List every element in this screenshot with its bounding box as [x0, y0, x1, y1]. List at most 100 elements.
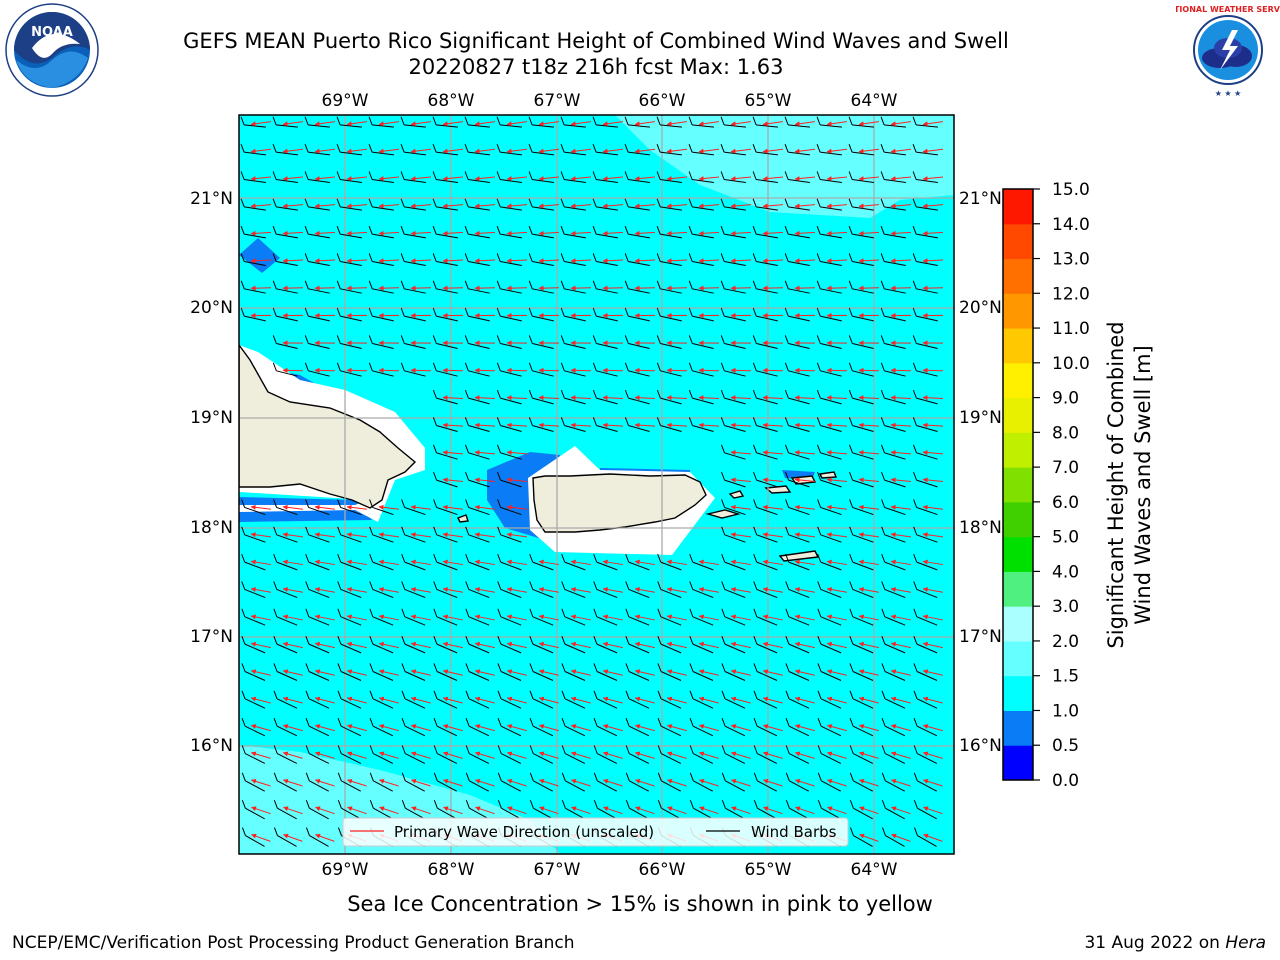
- wave-direction-arrow: [410, 696, 431, 704]
- wind-barb-flag: [400, 225, 405, 235]
- wind-barb-flag: [753, 553, 758, 563]
- wind-barb-flag: [528, 225, 533, 235]
- wave-direction-arrow: [730, 395, 752, 401]
- wave-direction-arrow: [538, 587, 559, 593]
- wind-barb-flag: [432, 116, 437, 126]
- wind-barb-flag: [753, 663, 758, 672]
- wind-barb-flag: [561, 690, 566, 700]
- wind-barb-flag: [337, 526, 342, 535]
- wind-barb: [564, 698, 586, 709]
- wind-barb-flag: [528, 171, 533, 180]
- wave-direction-arrow: [730, 121, 751, 127]
- wind-barb-flag: [657, 800, 662, 809]
- wind-barb: [276, 671, 298, 681]
- wind-barb-flag: [241, 635, 246, 645]
- wind-barb: [821, 780, 841, 792]
- wind-barb: [852, 397, 874, 405]
- wave-direction-arrow: [442, 258, 464, 264]
- wind-barb-flag: [400, 116, 405, 126]
- wave-direction-arrow: [602, 258, 624, 264]
- wind-barb-flag: [784, 335, 789, 344]
- wind-barb: [596, 424, 618, 433]
- wind-barb-flag: [785, 717, 790, 727]
- wind-barb-flag: [912, 280, 917, 289]
- wind-barb: [660, 725, 682, 737]
- wave-direction-arrow: [890, 696, 911, 704]
- wind-barb-flag: [848, 417, 853, 426]
- wind-barb: [468, 370, 490, 377]
- wind-barb-flag: [433, 690, 438, 700]
- wind-barb-flag: [817, 553, 822, 563]
- wind-barb: [500, 671, 522, 681]
- wind-barb-flag: [752, 307, 757, 317]
- wave-direction-arrow: [410, 532, 431, 538]
- wave-direction-arrow: [539, 806, 559, 815]
- wind-barb-flag: [560, 144, 565, 153]
- wind-barb: [564, 342, 586, 350]
- wind-barb-flag: [560, 335, 565, 344]
- wave-direction-arrow: [634, 641, 655, 649]
- wave-direction-arrow: [922, 614, 943, 621]
- wave-direction-arrow: [251, 833, 271, 842]
- wind-barb-flag: [497, 471, 501, 481]
- wind-barb: [724, 233, 746, 239]
- wave-direction-arrow: [666, 203, 688, 209]
- wind-barb-flag: [368, 171, 373, 180]
- wind-barb-flag: [625, 635, 630, 645]
- wave-direction-arrow: [890, 559, 911, 566]
- wave-direction-arrow: [890, 724, 911, 732]
- wave-direction-arrow: [826, 724, 847, 732]
- wind-barb-flag: [784, 280, 789, 289]
- wave-direction-arrow: [538, 367, 560, 373]
- wind-barb-flag: [625, 800, 630, 809]
- wind-barb-flag: [624, 225, 629, 235]
- wave-direction-arrow: [634, 203, 656, 209]
- wind-barb-flag: [913, 745, 918, 754]
- wave-direction-arrow: [890, 751, 911, 759]
- wind-barb-flag: [400, 253, 405, 262]
- wave-direction-arrow: [634, 751, 655, 759]
- wind-barb: [884, 397, 906, 405]
- wind-barb: [276, 753, 298, 764]
- wind-barb-flag: [817, 499, 822, 508]
- wind-barb: [788, 479, 810, 488]
- wind-barb-flag: [465, 553, 470, 563]
- wave-direction-arrow: [442, 778, 463, 787]
- wind-barb-flag: [273, 499, 278, 508]
- wind-barb: [597, 780, 617, 792]
- wind-barb: [788, 315, 810, 322]
- wind-barb-flag: [337, 499, 342, 508]
- wind-barb: [340, 671, 362, 681]
- wave-direction-arrow: [634, 778, 655, 787]
- wind-barb: [788, 753, 810, 764]
- wave-direction-arrow: [506, 258, 528, 264]
- wind-barb: [276, 370, 298, 377]
- wind-barb: [692, 342, 714, 350]
- wave-direction-arrow: [890, 230, 912, 236]
- wind-barb: [884, 561, 906, 571]
- wind-barb: [564, 424, 586, 433]
- wave-direction-arrow: [506, 614, 527, 621]
- wave-direction-arrow: [442, 395, 464, 401]
- wave-direction-arrow: [282, 669, 303, 676]
- wind-barb: [820, 506, 842, 516]
- wind-barb-flag: [881, 745, 886, 754]
- wind-barb-flag: [433, 663, 438, 672]
- wave-direction-arrow: [346, 176, 367, 182]
- lon-label-bottom: 67°W: [534, 860, 581, 880]
- wind-barb-flag: [593, 553, 598, 563]
- wind-barb: [564, 643, 586, 654]
- wind-barb-flag: [496, 225, 501, 235]
- wind-barb: [596, 260, 618, 267]
- wind-barb-flag: [337, 690, 342, 700]
- wave-direction-arrow: [730, 148, 751, 154]
- wave-direction-arrow: [474, 450, 496, 456]
- wind-barb-flag: [689, 772, 694, 782]
- noaa-logo-text: NOAA: [31, 25, 73, 40]
- wave-direction-arrow: [346, 285, 368, 291]
- wind-barb-flag: [304, 253, 309, 262]
- wind-barb-flag: [593, 690, 598, 700]
- wave-direction-arrow: [378, 751, 399, 759]
- wave-direction-arrow: [474, 669, 495, 676]
- wind-barb-flag: [913, 444, 917, 453]
